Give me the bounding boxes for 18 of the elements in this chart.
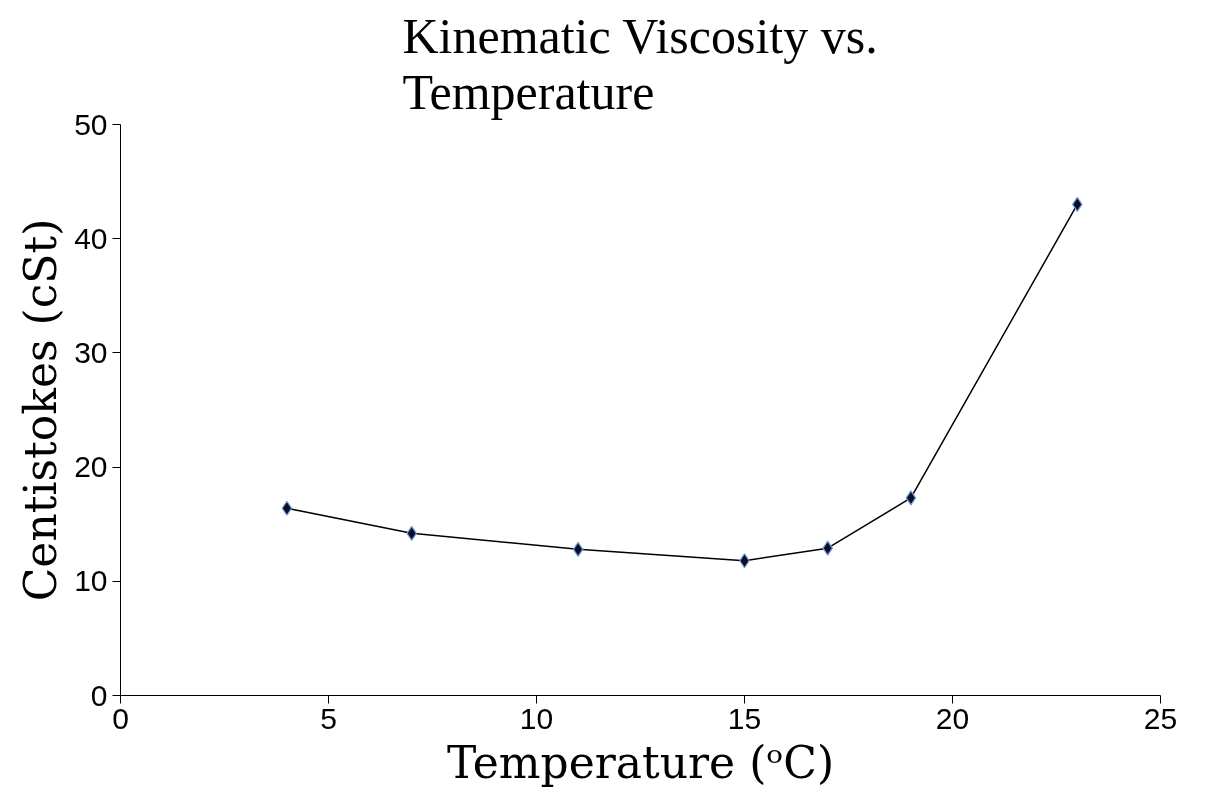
point (905, 490, 917, 506)
y-axis-title: Centistokes (cSt) (15, 218, 67, 602)
x-tick-label: 0 (112, 701, 129, 735)
chart-title: Kinematic Viscosity vs. Temperature (402, 7, 878, 120)
point (281, 500, 293, 516)
y-tick-label: 0 (90, 678, 108, 712)
y-tick-label: 30 (74, 335, 108, 369)
x-tick-label: 10 (519, 701, 554, 735)
x-tick-label: 20 (935, 701, 970, 735)
y-tick-label: 20 (74, 450, 108, 484)
point (572, 541, 584, 557)
x-tick-label: 5 (320, 701, 337, 735)
x-tick-label: 15 (727, 701, 762, 735)
y-tick-label: 40 (74, 221, 108, 255)
x-axis-title: Temperature (ᵒC) (446, 736, 835, 788)
y-tick-label: 10 (74, 564, 108, 598)
x-tick-label: 25 (1143, 701, 1178, 735)
y-tick-label: 50 (74, 107, 108, 141)
